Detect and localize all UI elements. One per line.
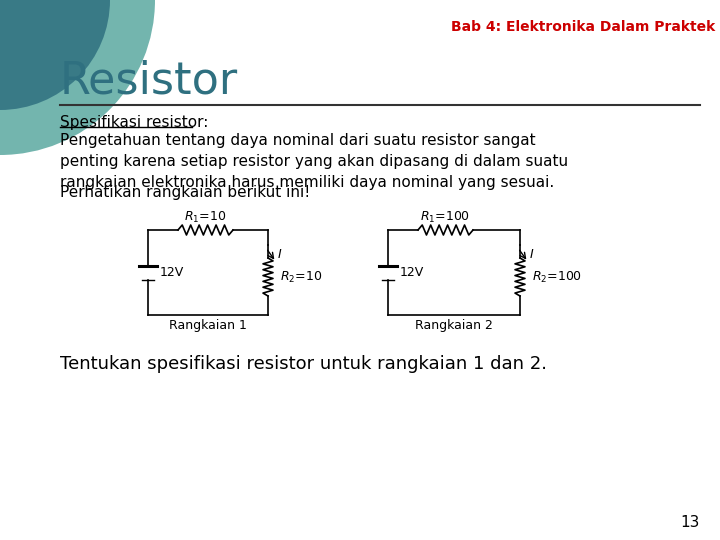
Text: $R_1$=100: $R_1$=100 — [420, 210, 470, 225]
Text: 12V: 12V — [160, 266, 184, 279]
Text: $R_2$=100: $R_2$=100 — [532, 269, 582, 285]
Text: I: I — [278, 248, 282, 261]
Text: Pengetahuan tentang daya nominal dari suatu resistor sangat
penting karena setia: Pengetahuan tentang daya nominal dari su… — [60, 133, 568, 190]
Text: Rangkaian 2: Rangkaian 2 — [415, 319, 493, 332]
Text: Spesifikasi resistor:: Spesifikasi resistor: — [60, 115, 208, 130]
Text: $R_1$=10: $R_1$=10 — [184, 210, 226, 225]
Text: I: I — [530, 248, 534, 261]
Text: 12V: 12V — [400, 266, 424, 279]
Text: 13: 13 — [680, 515, 700, 530]
Text: Bab 4: Elektronika Dalam Praktek: Bab 4: Elektronika Dalam Praktek — [451, 20, 715, 34]
Wedge shape — [0, 0, 155, 155]
Wedge shape — [0, 0, 110, 110]
Text: Perhatikan rangkaian berikut ini!: Perhatikan rangkaian berikut ini! — [60, 185, 310, 200]
Text: Tentukan spesifikasi resistor untuk rangkaian 1 dan 2.: Tentukan spesifikasi resistor untuk rang… — [60, 355, 547, 373]
Text: Rangkaian 1: Rangkaian 1 — [169, 319, 247, 332]
Text: $R_2$=10: $R_2$=10 — [280, 269, 322, 285]
Text: Resistor: Resistor — [60, 60, 238, 103]
